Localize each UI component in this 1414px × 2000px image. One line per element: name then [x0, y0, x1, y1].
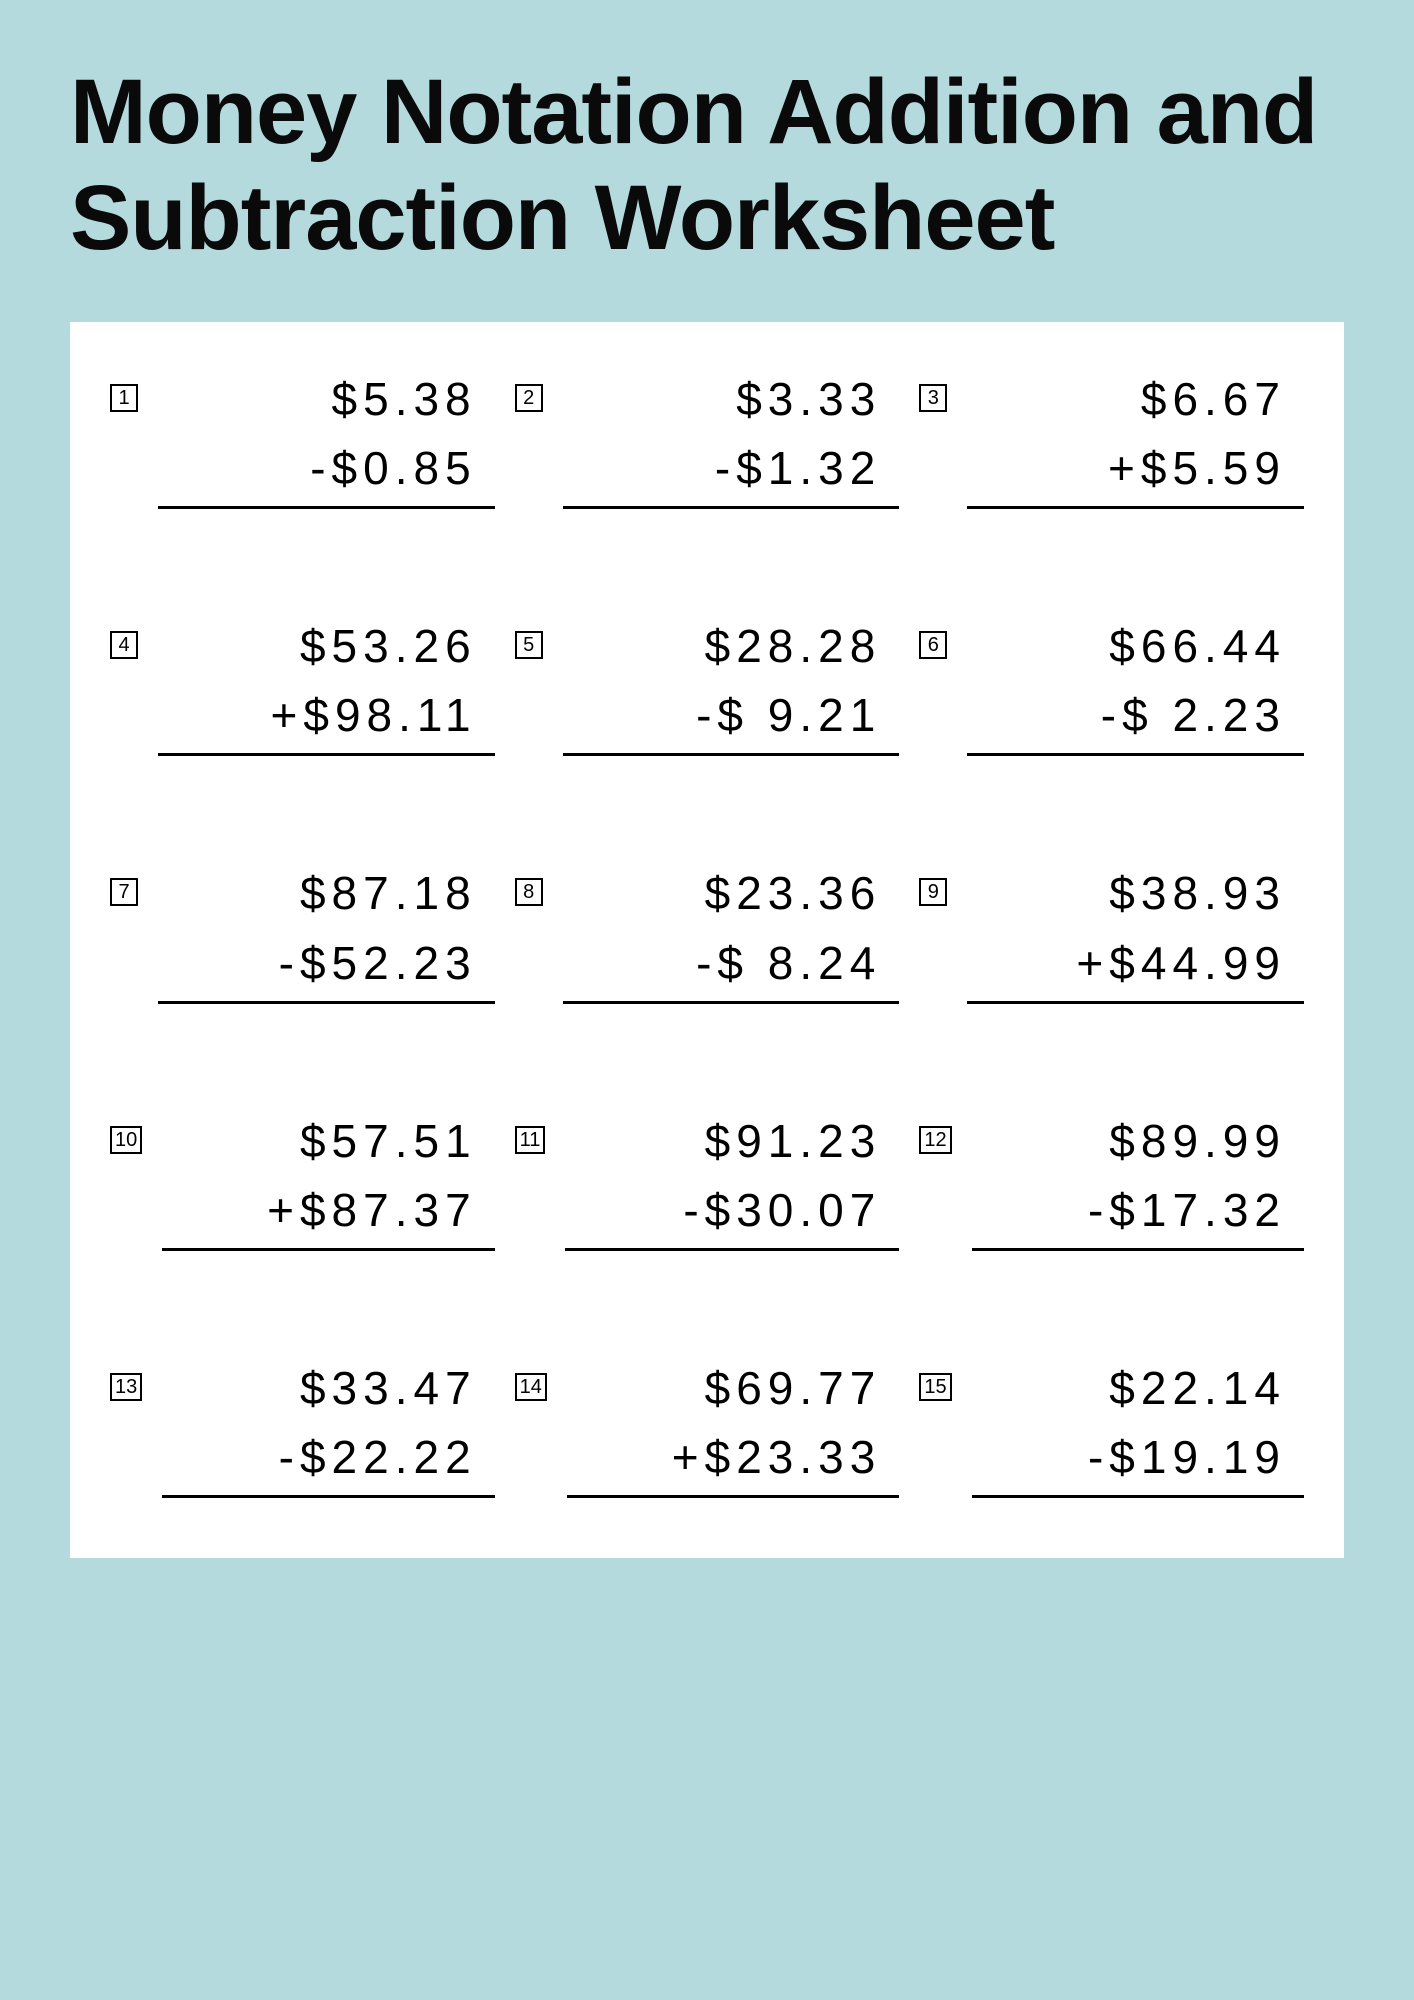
- problem-number-badge: 9: [919, 878, 947, 906]
- operand-bottom: -$52.23: [158, 936, 495, 1004]
- problem-number-badge: 15: [919, 1373, 951, 1401]
- problem-number-badge: 5: [515, 631, 543, 659]
- operand-top: $66.44: [967, 619, 1304, 674]
- operand-top: $5.38: [158, 372, 495, 427]
- operand-bottom: -$1.32: [563, 441, 900, 509]
- problem: 4 $53.26 +$98.11: [110, 619, 495, 756]
- problem-numbers: $66.44 -$ 2.23: [967, 619, 1304, 756]
- problem-number-badge: 14: [515, 1373, 547, 1401]
- operand-bottom: -$19.19: [972, 1430, 1304, 1498]
- problem-sheet: 1 $5.38 -$0.85 2 $3.33 -$1.32 3 $6.67 +$5.59 4 $53…: [70, 322, 1344, 1559]
- operand-top: $28.28: [563, 619, 900, 674]
- operand-top: $87.18: [158, 866, 495, 921]
- problem: 11 $91.23 -$30.07: [515, 1114, 900, 1251]
- problem-number-badge: 10: [110, 1126, 142, 1154]
- page-title: Money Notation Addition and Subtraction …: [70, 60, 1344, 272]
- problem: 2 $3.33 -$1.32: [515, 372, 900, 509]
- problem: 7 $87.18 -$52.23: [110, 866, 495, 1003]
- problem-grid: 1 $5.38 -$0.85 2 $3.33 -$1.32 3 $6.67 +$5.59 4 $53…: [110, 372, 1304, 1499]
- problem-numbers: $69.77 +$23.33: [567, 1361, 899, 1498]
- operand-top: $23.36: [563, 866, 900, 921]
- operand-bottom: -$30.07: [565, 1183, 899, 1251]
- operand-top: $22.14: [972, 1361, 1304, 1416]
- operand-bottom: -$17.32: [972, 1183, 1304, 1251]
- operand-top: $57.51: [162, 1114, 494, 1169]
- problem-number-badge: 3: [919, 384, 947, 412]
- problem-number-badge: 1: [110, 384, 138, 412]
- problem-number-badge: 4: [110, 631, 138, 659]
- worksheet-page: Money Notation Addition and Subtraction …: [0, 0, 1414, 2000]
- problem: 8 $23.36 -$ 8.24: [515, 866, 900, 1003]
- operand-top: $38.93: [967, 866, 1304, 921]
- problem-numbers: $5.38 -$0.85: [158, 372, 495, 509]
- problem-numbers: $23.36 -$ 8.24: [563, 866, 900, 1003]
- problem-number-badge: 6: [919, 631, 947, 659]
- operand-bottom: +$98.11: [158, 688, 495, 756]
- problem-numbers: $28.28 -$ 9.21: [563, 619, 900, 756]
- problem: 1 $5.38 -$0.85: [110, 372, 495, 509]
- problem-numbers: $6.67 +$5.59: [967, 372, 1304, 509]
- problem: 10 $57.51 +$87.37: [110, 1114, 495, 1251]
- problem-numbers: $53.26 +$98.11: [158, 619, 495, 756]
- problem: 6 $66.44 -$ 2.23: [919, 619, 1304, 756]
- problem-numbers: $87.18 -$52.23: [158, 866, 495, 1003]
- problem-numbers: $57.51 +$87.37: [162, 1114, 494, 1251]
- problem-number-badge: 2: [515, 384, 543, 412]
- operand-top: $89.99: [972, 1114, 1304, 1169]
- operand-bottom: -$22.22: [162, 1430, 494, 1498]
- problem: 9 $38.93 +$44.99: [919, 866, 1304, 1003]
- problem: 15 $22.14 -$19.19: [919, 1361, 1304, 1498]
- problem-numbers: $22.14 -$19.19: [972, 1361, 1304, 1498]
- operand-bottom: +$87.37: [162, 1183, 494, 1251]
- operand-top: $53.26: [158, 619, 495, 674]
- operand-top: $33.47: [162, 1361, 494, 1416]
- problem-number-badge: 7: [110, 878, 138, 906]
- operand-top: $6.67: [967, 372, 1304, 427]
- problem: 14 $69.77 +$23.33: [515, 1361, 900, 1498]
- operand-bottom: +$44.99: [967, 936, 1304, 1004]
- operand-bottom: +$23.33: [567, 1430, 899, 1498]
- problem-numbers: $91.23 -$30.07: [565, 1114, 899, 1251]
- problem-number-badge: 11: [515, 1126, 546, 1154]
- problem: 3 $6.67 +$5.59: [919, 372, 1304, 509]
- operand-top: $91.23: [565, 1114, 899, 1169]
- problem: 13 $33.47 -$22.22: [110, 1361, 495, 1498]
- problem-number-badge: 13: [110, 1373, 142, 1401]
- operand-bottom: -$ 9.21: [563, 688, 900, 756]
- operand-top: $69.77: [567, 1361, 899, 1416]
- problem-numbers: $33.47 -$22.22: [162, 1361, 494, 1498]
- operand-bottom: -$0.85: [158, 441, 495, 509]
- problem-number-badge: 12: [919, 1126, 951, 1154]
- problem-numbers: $38.93 +$44.99: [967, 866, 1304, 1003]
- problem-numbers: $89.99 -$17.32: [972, 1114, 1304, 1251]
- operand-bottom: +$5.59: [967, 441, 1304, 509]
- problem-numbers: $3.33 -$1.32: [563, 372, 900, 509]
- problem: 5 $28.28 -$ 9.21: [515, 619, 900, 756]
- operand-bottom: -$ 8.24: [563, 936, 900, 1004]
- operand-top: $3.33: [563, 372, 900, 427]
- operand-bottom: -$ 2.23: [967, 688, 1304, 756]
- problem: 12 $89.99 -$17.32: [919, 1114, 1304, 1251]
- problem-number-badge: 8: [515, 878, 543, 906]
